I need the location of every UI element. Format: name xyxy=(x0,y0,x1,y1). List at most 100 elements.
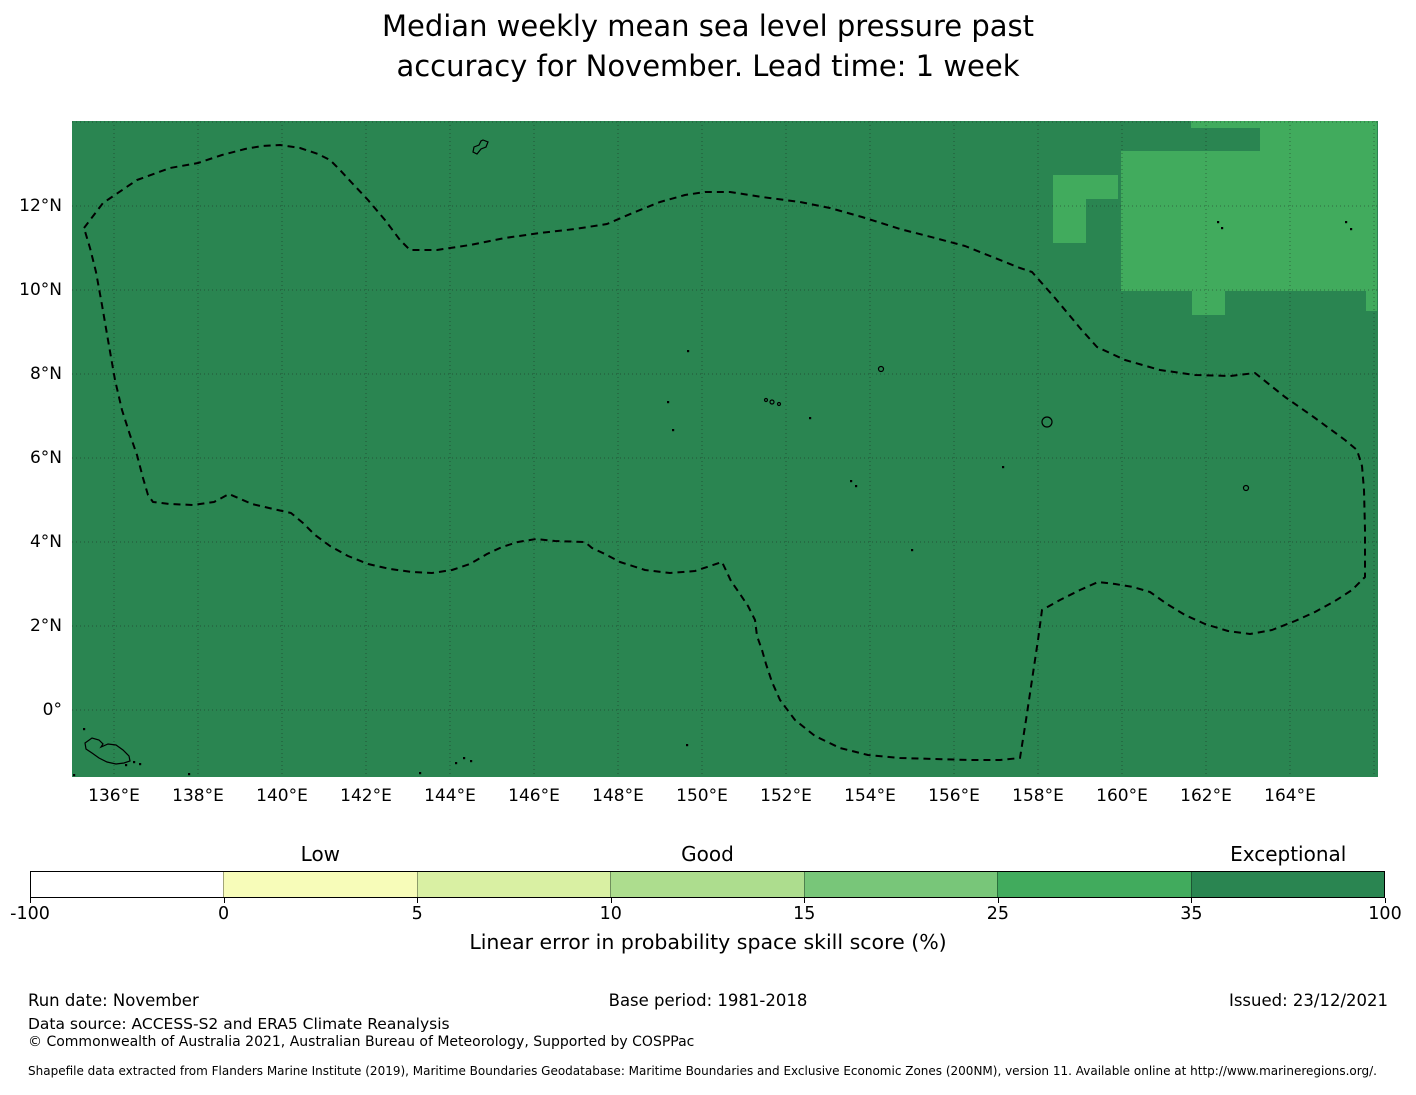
colorbar-category-label: Low xyxy=(300,842,341,866)
island-dot xyxy=(73,774,76,777)
island-dot xyxy=(1002,466,1005,469)
colorbar-tick-label: 35 xyxy=(1180,904,1203,924)
colorbar-tick-label: 5 xyxy=(411,904,423,924)
colorbar-tick-label: 0 xyxy=(217,904,230,924)
colorbar-segment xyxy=(416,872,611,897)
skill-field-highlight-patch xyxy=(1121,151,1377,291)
colorbar-tick-mark xyxy=(997,898,999,903)
colorbar-segment xyxy=(610,872,804,897)
issued-date-text: Issued: 23/12/2021 xyxy=(1228,991,1388,1010)
colorbar-tick-label: -100 xyxy=(10,904,50,924)
island-dot xyxy=(455,762,458,765)
x-tick-label: 156°E xyxy=(928,786,980,806)
colorbar-segment xyxy=(223,872,417,897)
colorbar-tick-mark xyxy=(417,898,419,903)
run-date-text: Run date: November xyxy=(28,991,199,1010)
island-dot xyxy=(1217,221,1220,224)
colorbar-tick-mark xyxy=(804,898,806,903)
guam-island-outline xyxy=(472,139,489,155)
island-dot xyxy=(125,764,128,767)
y-tick-label: 8°N xyxy=(29,364,62,384)
x-tick-label: 148°E xyxy=(592,786,644,806)
island-dot xyxy=(1221,227,1224,230)
skill-field-highlight-patch xyxy=(1191,121,1260,128)
map-canvas xyxy=(72,121,1378,777)
y-tick-label: 4°N xyxy=(29,532,62,552)
x-tick-label: 138°E xyxy=(172,786,224,806)
island-dot xyxy=(188,773,191,776)
island-dot xyxy=(470,760,473,763)
colorbar-tick-label: 25 xyxy=(986,904,1009,924)
island-dot xyxy=(809,417,812,420)
y-tick-label: 2°N xyxy=(29,616,62,636)
island-atoll-outline xyxy=(769,399,775,405)
map-plot-area xyxy=(72,121,1378,777)
x-tick-label: 152°E xyxy=(760,786,812,806)
y-tick-label: 10°N xyxy=(19,280,62,300)
colorbar-tick-label: 15 xyxy=(793,904,816,924)
colorbar-tick-mark xyxy=(1385,898,1386,903)
y-tick-label: 12°N xyxy=(19,196,62,216)
x-tick-label: 150°E xyxy=(676,786,728,806)
skill-field-highlight-patch xyxy=(1192,291,1225,315)
colorbar-tick-label: 100 xyxy=(1368,904,1402,924)
island-dot xyxy=(1345,221,1348,224)
island-dot xyxy=(855,485,858,488)
data-source-text: Data source: ACCESS-S2 and ERA5 Climate … xyxy=(28,1015,450,1033)
island-dot xyxy=(687,350,690,353)
colorbar-caption: Linear error in probability space skill … xyxy=(469,930,947,954)
x-tick-label: 154°E xyxy=(844,786,896,806)
y-tick-label: 6°N xyxy=(29,448,62,468)
copyright-text: © Commonwealth of Australia 2021, Austra… xyxy=(28,1034,695,1050)
colorbar-tick-mark xyxy=(30,898,31,903)
colorbar-segment xyxy=(803,872,998,897)
colorbar-tick-mark xyxy=(1191,898,1193,903)
chart-title-line2: accuracy for November. Lead time: 1 week xyxy=(396,49,1020,83)
island-dot xyxy=(686,744,689,747)
island-atoll-outline xyxy=(1242,484,1250,492)
x-tick-label: 136°E xyxy=(88,786,140,806)
skill-field-highlight-patch xyxy=(1366,291,1377,311)
x-tick-label: 164°E xyxy=(1264,786,1316,806)
x-tick-label: 144°E xyxy=(424,786,476,806)
island-atoll-outline xyxy=(1041,416,1053,428)
island-dot xyxy=(672,429,675,432)
base-period-text: Base period: 1981-2018 xyxy=(608,991,808,1010)
island-dot xyxy=(139,763,142,766)
island-dot xyxy=(463,757,466,760)
skill-field-highlight-patch xyxy=(1053,199,1086,243)
colorbar-tick-mark xyxy=(610,898,612,903)
eez-boundary-dashed xyxy=(83,144,1366,761)
island-atoll-outline xyxy=(763,397,769,403)
x-tick-label: 140°E xyxy=(256,786,308,806)
skill-field-highlight-patch xyxy=(1053,175,1118,199)
island-dot xyxy=(1350,228,1353,231)
island-atoll-outline xyxy=(877,365,885,373)
colorbar-segment xyxy=(997,872,1191,897)
chart-title-line1: Median weekly mean sea level pressure pa… xyxy=(381,9,1035,43)
island-dot xyxy=(419,772,422,775)
png-island-outline xyxy=(84,737,131,765)
colorbar-category-label: Exceptional xyxy=(1230,842,1347,866)
island-dot xyxy=(133,761,136,764)
x-tick-label: 160°E xyxy=(1096,786,1148,806)
colorbar-tick-label: 10 xyxy=(599,904,622,924)
island-dot xyxy=(83,728,86,731)
island-dot xyxy=(667,401,670,404)
colorbar-category-label: Good xyxy=(681,842,734,866)
shapefile-attribution-text: Shapefile data extracted from Flanders M… xyxy=(28,1064,1377,1078)
x-tick-label: 162°E xyxy=(1180,786,1232,806)
island-dot xyxy=(850,480,853,483)
x-tick-label: 142°E xyxy=(340,786,392,806)
colorbar-segment xyxy=(1190,872,1384,897)
colorbar xyxy=(30,871,1385,898)
skill-field-highlight-patch xyxy=(1260,121,1377,151)
y-tick-label: 0° xyxy=(42,700,62,720)
island-dot xyxy=(911,549,914,552)
colorbar-segment xyxy=(31,872,224,897)
island-atoll-outline xyxy=(776,401,782,407)
colorbar-tick-mark xyxy=(223,898,225,903)
x-tick-label: 158°E xyxy=(1012,786,1064,806)
x-tick-label: 146°E xyxy=(508,786,560,806)
